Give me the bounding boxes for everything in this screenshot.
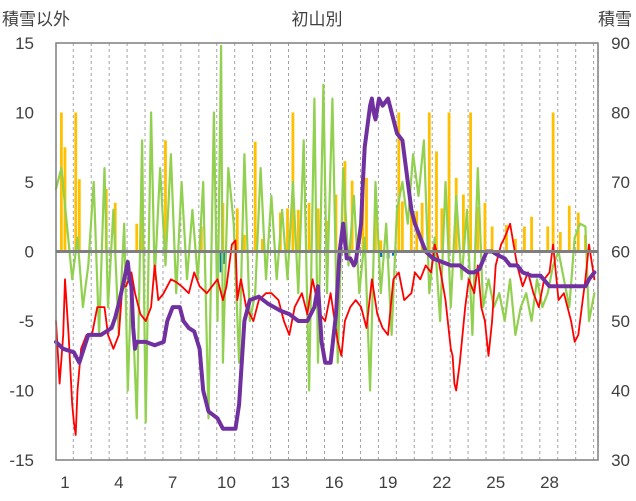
- left-tick-label: 15: [15, 34, 34, 53]
- precip-bar: [316, 208, 320, 252]
- precip-bar: [576, 212, 580, 252]
- x-axis-ticks: 1 4 7 10 13 16 19 22 25 28: [60, 473, 559, 492]
- chart-title: 初山別: [292, 10, 343, 30]
- precip-bar: [427, 112, 431, 252]
- precip-bar: [546, 226, 550, 252]
- plot-frame: [55, 42, 599, 461]
- series-lines: [54, 44, 597, 436]
- precip-bar: [235, 208, 239, 252]
- precip-bar: [447, 112, 451, 252]
- x-tick-label: 10: [217, 473, 236, 492]
- left-tick-label: 10: [15, 104, 34, 123]
- precip-bar: [469, 112, 472, 252]
- precip-bar-negative: [219, 251, 223, 273]
- precip-bar: [379, 240, 383, 252]
- x-tick-label: 16: [325, 473, 344, 492]
- right-axis-label: 積雪: [598, 10, 632, 30]
- left-axis-ticks: -15 -10 -5 0 5 10 15: [9, 34, 34, 470]
- precip-bar: [296, 209, 300, 252]
- snow-depth-line: [54, 96, 597, 431]
- precip-bar: [435, 151, 438, 252]
- precip-bar: [77, 179, 81, 252]
- precip-bar: [530, 216, 533, 252]
- right-tick-label: 90: [611, 34, 630, 53]
- right-tick-label: 50: [611, 312, 630, 331]
- right-tick-label: 80: [611, 104, 630, 123]
- precip-bar: [490, 226, 494, 252]
- precip-bar: [59, 112, 63, 252]
- x-tick-label: 25: [486, 473, 505, 492]
- x-tick-label: 7: [168, 473, 177, 492]
- precip-bar: [551, 112, 555, 252]
- precip-bar: [260, 238, 264, 252]
- left-tick-label: -5: [19, 312, 34, 331]
- x-tick-label: 4: [114, 473, 123, 492]
- precip-bar: [164, 140, 167, 252]
- precip-bar: [483, 202, 487, 252]
- precip-bar: [558, 232, 562, 252]
- temperature-line: [55, 222, 596, 436]
- precip-bar: [409, 208, 413, 252]
- precip-bar: [140, 209, 144, 252]
- right-tick-label: 30: [611, 451, 630, 470]
- precip-bar: [420, 202, 424, 252]
- precip-bar: [253, 141, 257, 252]
- precip-bar: [243, 234, 246, 252]
- precip-bar: [135, 223, 139, 252]
- precip-bar: [514, 238, 517, 252]
- precip-bar: [440, 208, 444, 252]
- precip-bar: [397, 112, 401, 252]
- x-tick-label: 19: [379, 473, 398, 492]
- precip-bar: [476, 207, 480, 252]
- precip-bar: [307, 202, 311, 252]
- precip-bar: [523, 226, 526, 252]
- x-tick-label: 1: [60, 473, 69, 492]
- x-tick-label: 13: [271, 473, 290, 492]
- right-tick-label: 40: [611, 382, 630, 401]
- precip-bar: [400, 201, 404, 252]
- precip-bar: [567, 205, 571, 252]
- precip-bar: [461, 194, 465, 252]
- left-tick-label: 0: [25, 243, 34, 262]
- left-tick-label: -15: [9, 451, 34, 470]
- x-tick-label: 22: [432, 473, 451, 492]
- left-tick-label: 5: [25, 173, 34, 192]
- precip-bar: [374, 209, 377, 252]
- precip-bar: [286, 208, 289, 252]
- precip-bar: [365, 177, 368, 252]
- precip-bar-negative: [433, 251, 437, 262]
- precip-bar: [74, 112, 78, 252]
- precip-bar-negative: [392, 251, 395, 256]
- precip-bar-negative: [379, 251, 383, 258]
- left-axis-label: 積雪以外: [2, 10, 70, 30]
- right-tick-label: 60: [611, 243, 630, 262]
- left-tick-label: -10: [9, 382, 34, 401]
- wind-line: [54, 44, 596, 424]
- precip-bar: [199, 226, 203, 252]
- precip-bar: [505, 225, 508, 252]
- right-axis-ticks: 30 40 50 60 70 80 90: [611, 34, 630, 470]
- right-tick-label: 70: [611, 173, 630, 192]
- precip-bar-negative: [223, 251, 227, 265]
- x-tick-label: 28: [540, 473, 559, 492]
